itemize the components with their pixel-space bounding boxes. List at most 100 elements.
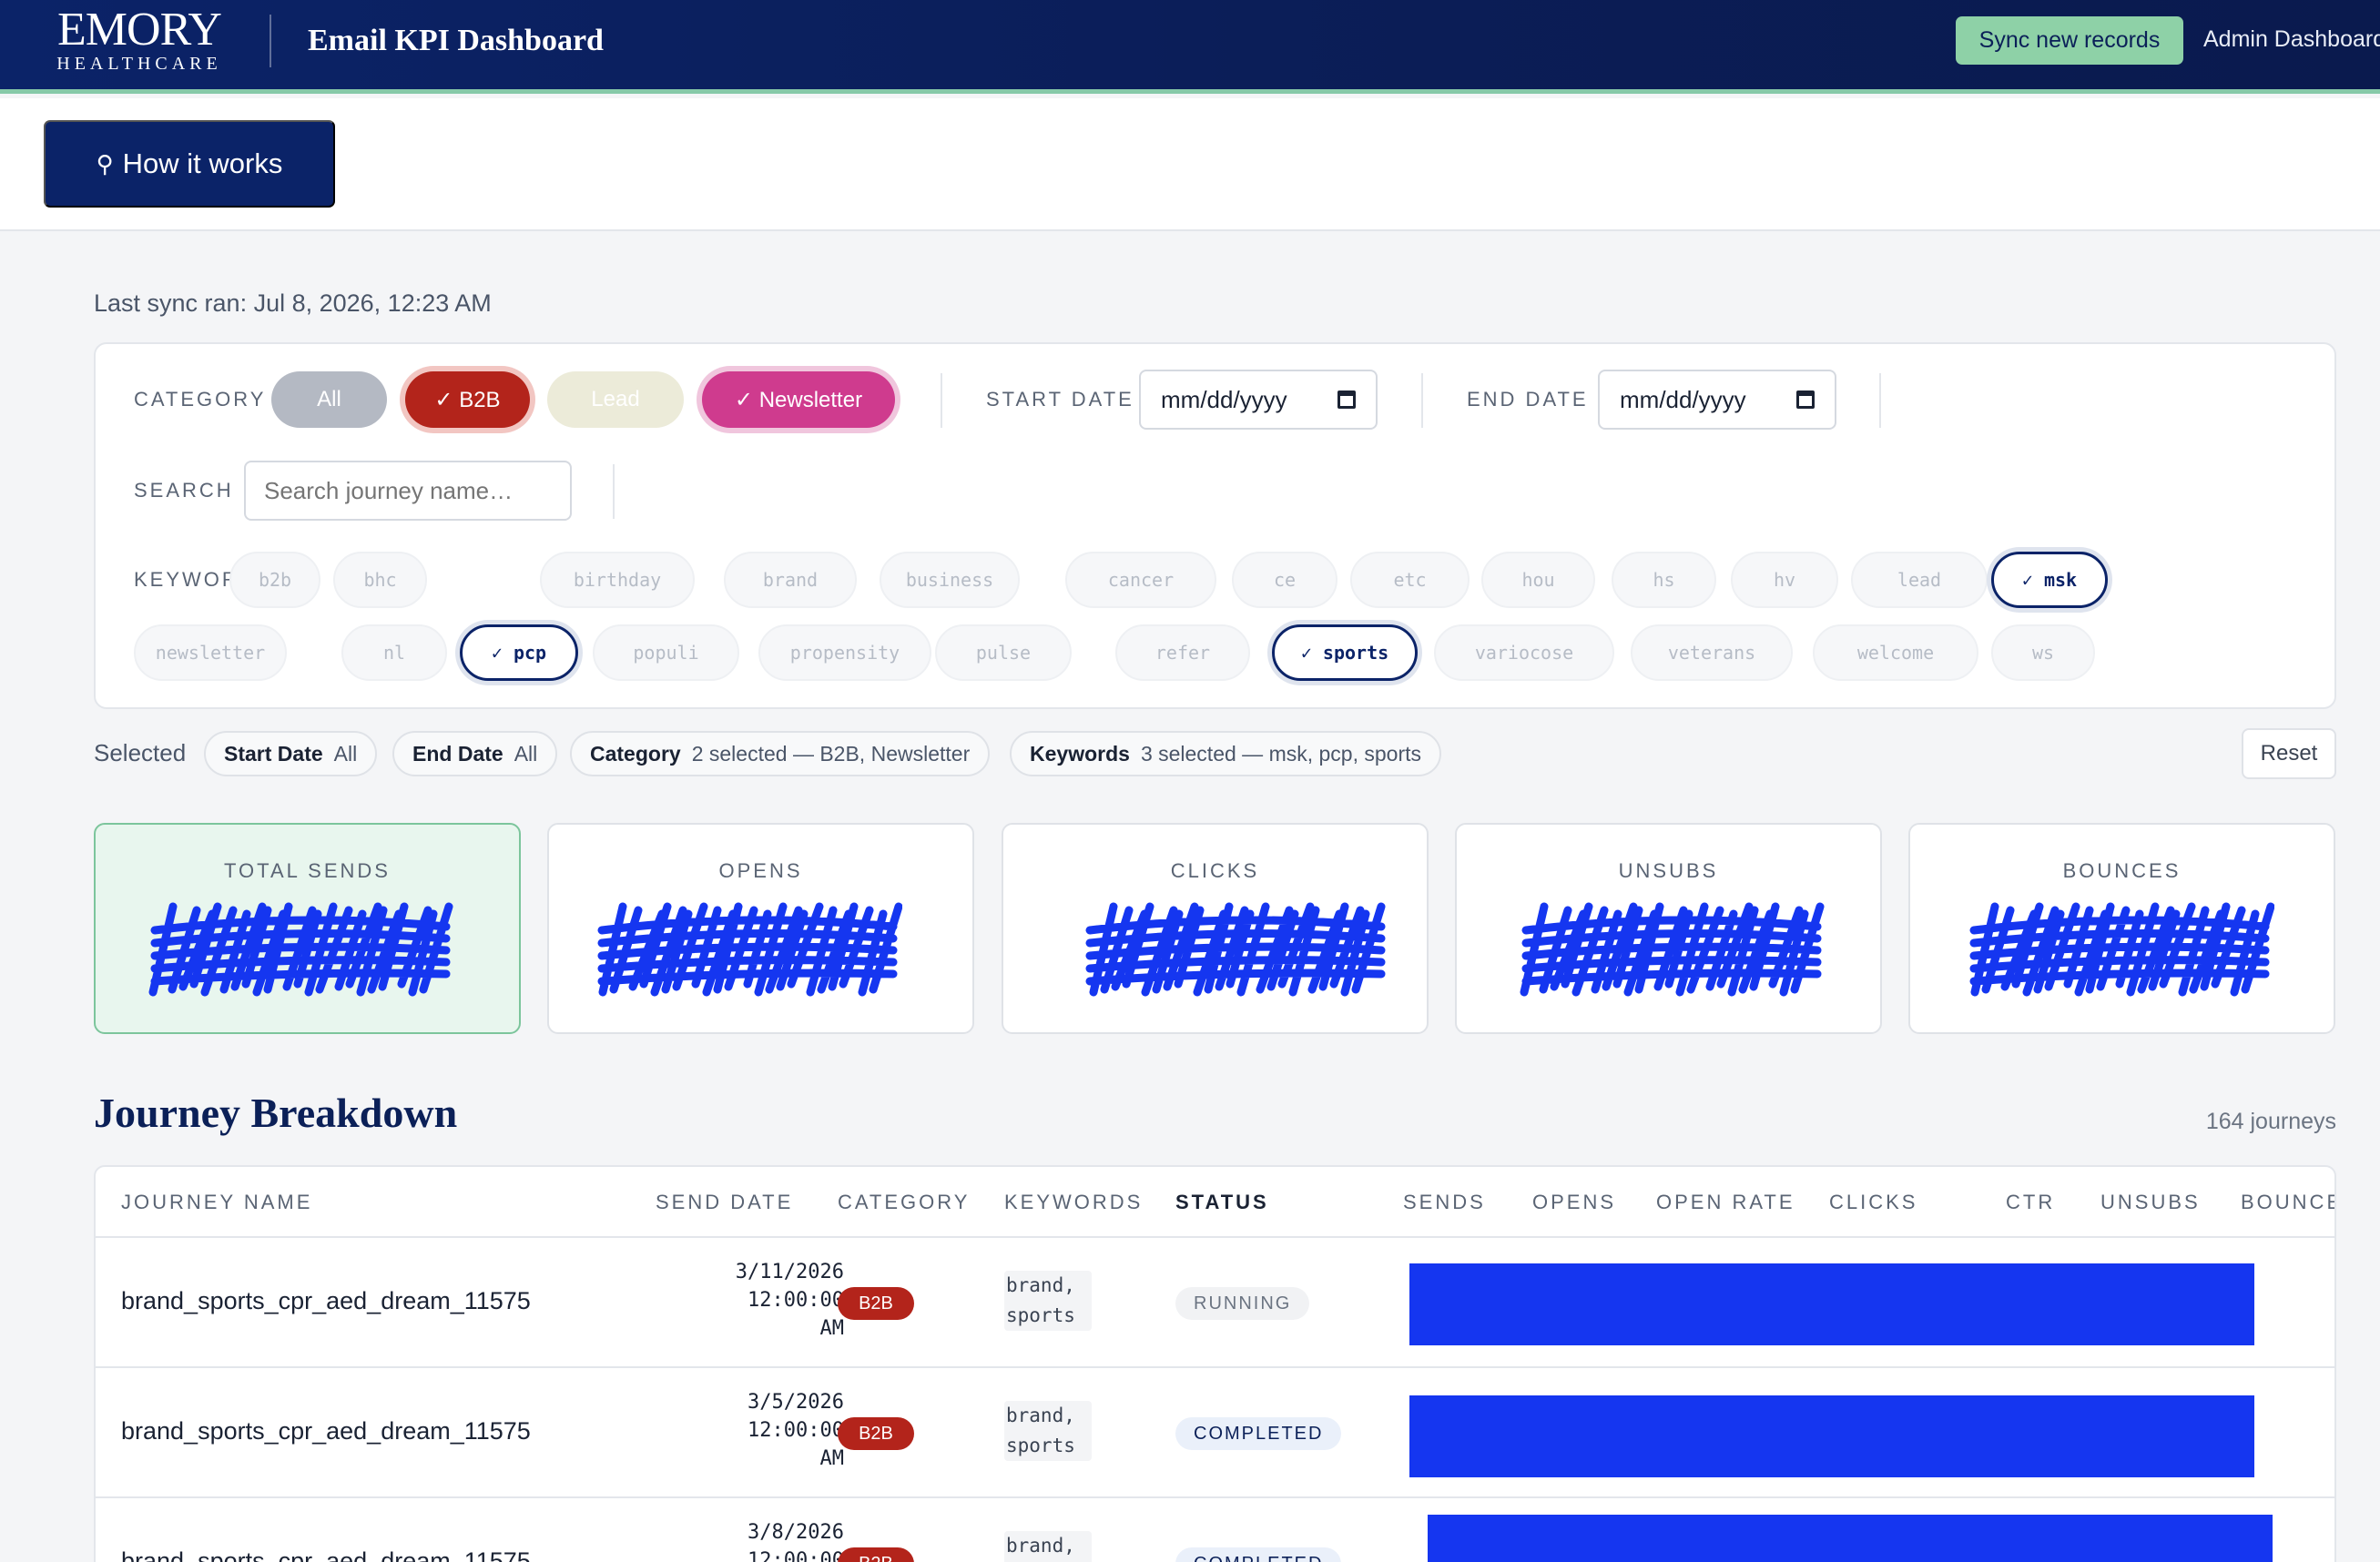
keyword-pill[interactable]: pulse	[935, 624, 1072, 681]
chip-key: Category	[590, 741, 681, 766]
selected-chip-keywords[interactable]: Keywords 3 selected — msk, pcp, sports	[1010, 731, 1442, 776]
kpi-card-total-sends[interactable]: TOTAL SENDS	[94, 823, 521, 1034]
redaction-stroke	[597, 902, 902, 997]
keyword-pill[interactable]: business	[880, 552, 1020, 608]
top-header: EMORY HEALTHCARE Email KPI Dashboard Syn…	[0, 0, 2380, 94]
column-header-opens[interactable]: OPENS	[1532, 1191, 1617, 1213]
journey-table: JOURNEY NAME SEND DATE CATEGORY KEYWORDS…	[94, 1165, 2336, 1562]
keyword-pill[interactable]: refer	[1115, 624, 1250, 681]
kpi-card-unsubs[interactable]: UNSUBS	[1455, 823, 1882, 1034]
filter-divider	[613, 464, 615, 519]
sync-records-button[interactable]: Sync new records	[1956, 16, 2183, 65]
category-badge: B2B	[838, 1417, 914, 1450]
category-pill-b2b[interactable]: ✓ B2B	[405, 371, 530, 428]
keyword-pill[interactable]: bhc	[333, 552, 427, 608]
category-pill-lead[interactable]: Lead	[547, 371, 684, 428]
keyword-pill[interactable]: nl	[341, 624, 447, 681]
calendar-icon[interactable]	[1337, 390, 1356, 409]
start-date-value: mm/dd/yyyy	[1161, 385, 1287, 413]
keyword-pill[interactable]: etc	[1350, 552, 1470, 608]
how-it-works-button[interactable]: ⚲ How it works	[44, 120, 335, 208]
keyword-pill[interactable]: birthday	[540, 552, 695, 608]
reset-button[interactable]: Reset	[2242, 728, 2336, 779]
keyword-pill[interactable]: ✓ sports	[1272, 624, 1418, 681]
how-it-works-bar: ⚲ How it works	[0, 98, 2380, 231]
column-header-open-rate[interactable]: OPEN RATE	[1656, 1191, 1795, 1213]
column-header-journey-name[interactable]: JOURNEY NAME	[121, 1191, 313, 1213]
chip-value: All	[333, 741, 358, 766]
keywords-cell: brand, sports	[1004, 1401, 1092, 1461]
keyword-pill[interactable]: cancer	[1065, 552, 1216, 608]
keyword-pill[interactable]: ✓ msk	[1991, 552, 2108, 608]
keyword-pill[interactable]: hs	[1612, 552, 1716, 608]
end-date-input[interactable]: mm/dd/yyyy	[1598, 370, 1836, 430]
last-sync-status: Last sync ran: Jul 8, 2026, 12:23 AM	[94, 289, 492, 317]
send-date: 3/8/2026 12:00:00 AM	[748, 1521, 844, 1562]
selected-chip-start-date[interactable]: Start Date All	[204, 731, 378, 776]
column-header-clicks[interactable]: CLICKS	[1829, 1191, 1918, 1213]
search-input[interactable]	[244, 461, 572, 521]
category-pill-newsletter[interactable]: ✓ Newsletter	[702, 371, 895, 428]
filter-divider	[1421, 373, 1423, 428]
selected-chip-category[interactable]: Category 2 selected — B2B, Newsletter	[570, 731, 991, 776]
keyword-pill[interactable]: ✓ pcp	[460, 624, 578, 681]
app-title: Email KPI Dashboard	[308, 24, 604, 57]
kpi-label: OPENS	[718, 859, 803, 882]
lightbulb-icon: ⚲	[96, 149, 114, 178]
table-row[interactable]: brand_sports_cpr_aed_dream_11575 3/11/20…	[96, 1238, 2334, 1368]
keyword-pill[interactable]: ce	[1232, 552, 1337, 608]
category-badge: B2B	[838, 1547, 914, 1562]
status-badge: COMPLETED	[1175, 1547, 1342, 1562]
redaction-stroke	[1085, 902, 1386, 997]
column-header-send-date[interactable]: SEND DATE	[656, 1191, 794, 1213]
chip-key: Start Date	[224, 741, 323, 766]
keyword-pill[interactable]: welcome	[1813, 624, 1978, 681]
keywords-cell: brand, sports	[1004, 1531, 1092, 1562]
emory-logo[interactable]: EMORY HEALTHCARE	[44, 5, 235, 74]
admin-dashboard-link[interactable]: Admin Dashboard	[2203, 26, 2380, 52]
end-date-label: END DATE	[1467, 388, 1589, 411]
kpi-label: CLICKS	[1170, 859, 1260, 882]
keyword-pill[interactable]: variocose	[1434, 624, 1614, 681]
redaction-stroke	[148, 902, 453, 997]
keyword-pill[interactable]: veterans	[1631, 624, 1793, 681]
kpi-card-opens[interactable]: OPENS	[547, 823, 974, 1034]
table-row[interactable]: brand_sports_cpr_aed_dream_11575 3/8/202…	[96, 1498, 2334, 1562]
column-header-sends[interactable]: SENDS	[1403, 1191, 1486, 1213]
filter-panel: CATEGORY All ✓ B2B Lead ✓ Newsletter STA…	[94, 342, 2336, 709]
category-pill-all[interactable]: All	[271, 371, 387, 428]
table-row[interactable]: brand_sports_cpr_aed_dream_11575 3/5/202…	[96, 1368, 2334, 1498]
redaction-scribble	[1085, 902, 1386, 997]
redaction-stroke	[1520, 902, 1825, 997]
start-date-input[interactable]: mm/dd/yyyy	[1139, 370, 1378, 430]
keyword-pill[interactable]: lead	[1851, 552, 1988, 608]
send-date: 3/5/2026 12:00:00 AM	[748, 1391, 844, 1470]
journey-name: brand_sports_cpr_aed_dream_11575	[121, 1417, 531, 1445]
column-header-unsubs[interactable]: UNSUBS	[2100, 1191, 2201, 1213]
keyword-pill[interactable]: propensity	[758, 624, 931, 681]
redaction-bar	[1409, 1395, 2254, 1477]
keyword-pill[interactable]: brand	[724, 552, 857, 608]
column-header-category[interactable]: CATEGORY	[838, 1191, 971, 1213]
keyword-pill[interactable]: ws	[1991, 624, 2095, 681]
calendar-icon[interactable]	[1796, 390, 1815, 409]
journey-breakdown-title: Journey Breakdown	[94, 1090, 458, 1136]
redaction-scribble	[148, 902, 453, 997]
chip-key: Keywords	[1030, 741, 1130, 766]
column-header-keywords[interactable]: KEYWORDS	[1004, 1191, 1144, 1213]
keyword-pill[interactable]: populi	[593, 624, 739, 681]
kpi-card-bounces[interactable]: BOUNCES	[1908, 823, 2335, 1034]
table-header-divider	[96, 1236, 2334, 1238]
column-header-status[interactable]: STATUS	[1175, 1191, 1269, 1213]
keyword-pill[interactable]: hv	[1731, 552, 1838, 608]
selected-chip-end-date[interactable]: End Date All	[392, 731, 558, 776]
keywords-cell: brand, sports	[1004, 1271, 1092, 1331]
kpi-label: UNSUBS	[1618, 859, 1719, 882]
keyword-pill[interactable]: newsletter	[134, 624, 287, 681]
keyword-pill[interactable]: b2b	[229, 552, 320, 608]
keyword-pill[interactable]: hou	[1481, 552, 1595, 608]
redaction-bar	[1409, 1263, 2254, 1345]
column-header-ctr[interactable]: CTR	[2006, 1191, 2056, 1213]
column-header-bounces[interactable]: BOUNCES	[2241, 1191, 2334, 1213]
kpi-card-clicks[interactable]: CLICKS	[1002, 823, 1429, 1034]
